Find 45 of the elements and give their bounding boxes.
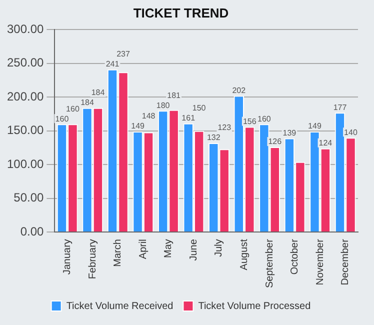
data-label: 184 xyxy=(80,98,94,108)
x-tick-label: August xyxy=(239,238,250,270)
data-label: 160 xyxy=(257,114,272,124)
x-tick-label: December xyxy=(340,238,352,286)
data-label: 149 xyxy=(131,122,146,131)
data-label: 139 xyxy=(282,128,297,138)
data-label: 184 xyxy=(91,88,106,98)
data-label: 160 xyxy=(55,114,70,124)
x-tick-label: January xyxy=(62,239,74,275)
y-tick-label: 50.00 xyxy=(14,190,44,205)
data-label: 124 xyxy=(318,138,333,148)
data-label: 161 xyxy=(182,114,196,123)
data-label: 180 xyxy=(156,100,170,110)
x-tick-label: February xyxy=(87,239,98,280)
data-label: 160 xyxy=(66,104,80,114)
data-label: 202 xyxy=(232,86,246,95)
data-label: 132 xyxy=(206,133,221,142)
y-tick-label: 250.00 xyxy=(7,56,44,70)
legend-label: Ticket Volume Processed xyxy=(198,300,311,312)
data-label: 241 xyxy=(106,60,120,69)
data-label: 150 xyxy=(192,104,206,113)
x-tick-label: March xyxy=(112,239,124,267)
x-tick-label: July xyxy=(214,239,225,257)
data-label: 177 xyxy=(333,102,348,112)
data-label: 148 xyxy=(142,112,156,121)
x-tick-label: October xyxy=(290,238,301,275)
legend-label: Ticket Volume Received xyxy=(66,300,174,312)
y-tick-label: 100.00 xyxy=(7,156,44,171)
x-tick-label: April xyxy=(138,239,149,260)
y-tick-label: 0.00 xyxy=(20,224,44,238)
x-tick-label: September xyxy=(264,238,276,288)
data-label: 149 xyxy=(308,122,322,131)
data-label: 123 xyxy=(218,123,232,132)
data-label: 156 xyxy=(242,116,257,126)
data-label: 181 xyxy=(167,90,182,100)
x-tick-label: November xyxy=(314,238,326,286)
x-tick-label: May xyxy=(163,239,174,258)
data-label: 140 xyxy=(344,128,358,137)
y-tick-label: 200.00 xyxy=(7,89,44,104)
x-tick-label: June xyxy=(188,238,200,261)
y-tick-label: 150.00 xyxy=(7,123,44,138)
data-label: 237 xyxy=(116,50,130,59)
data-label: 126 xyxy=(268,137,282,146)
chart-title: TICKET TREND xyxy=(133,5,229,20)
y-tick-label: 300.00 xyxy=(7,22,44,36)
